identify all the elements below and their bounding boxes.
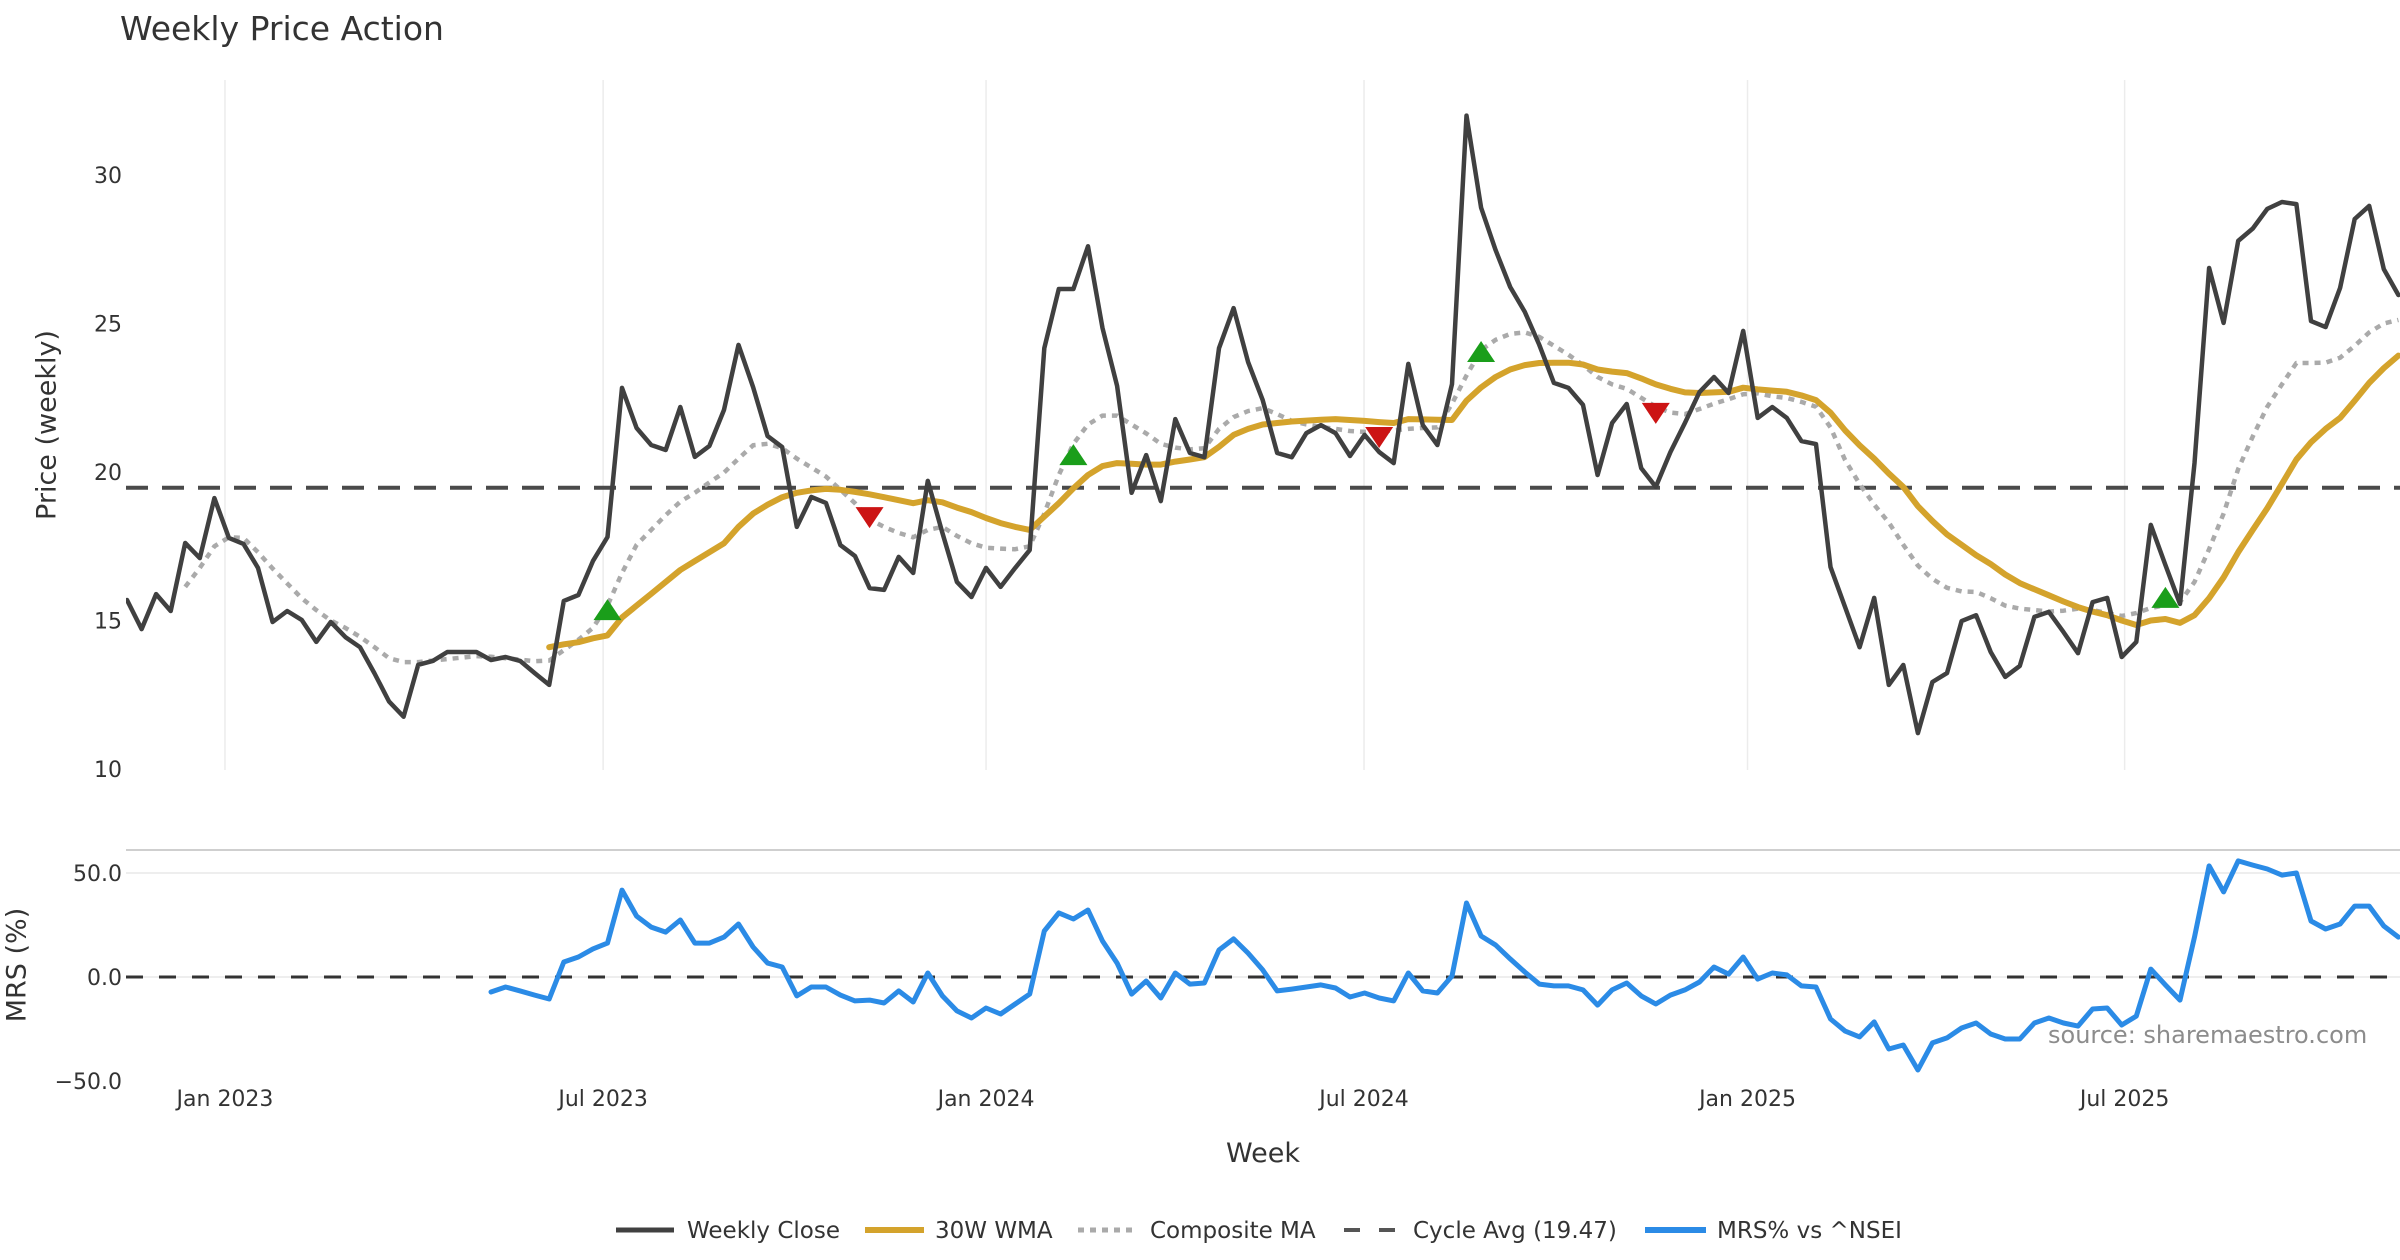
x-tick-label: Jan 2024 [936,1087,1035,1112]
buy-signal-marker [1467,341,1496,363]
legend-item-cycle-avg[interactable]: Cycle Avg (19.47) [1344,1218,1617,1244]
legend-label: 30W WMA [935,1218,1053,1244]
buy-signal-marker [1059,444,1088,466]
source-note: source: sharemaestro.com [2048,1021,2367,1049]
sell-signal-marker [1365,426,1394,448]
legend-item-weekly-close[interactable]: Weekly Close [616,1218,840,1244]
mrs-y-tick-label: −50.0 [55,1070,122,1095]
legend-label: MRS% vs ^NSEI [1717,1218,1902,1244]
chart-title: Weekly Price Action [120,9,444,48]
legend-item-30w-wma[interactable]: 30W WMA [865,1218,1053,1244]
sell-signal-marker [1641,402,1670,424]
composite-ma-line [183,317,2399,665]
mrs-y-axis: 50.0 0.0 −50.0 [55,862,122,1095]
x-tick-label: Jul 2025 [2078,1087,2170,1112]
x-tick-label: Jan 2023 [175,1087,274,1112]
mrs-axis-label: MRS (%) [2,908,33,1023]
weekly-close-line [126,113,2400,736]
sell-signal-marker [855,507,884,529]
price-y-axis: 10 15 20 25 30 [94,164,122,783]
x-tick-label: Jul 2024 [1317,1087,1409,1112]
price-y-tick-label: 25 [94,313,122,338]
price-axis-label: Price (weekly) [32,330,63,520]
series [126,113,2400,1073]
legend-label: Weekly Close [687,1218,840,1244]
grid [126,80,2400,978]
x-tick-label: Jan 2025 [1697,1087,1796,1112]
legend: Weekly Close 30W WMA Composite MA Cycle … [616,1218,1902,1244]
x-tick-label: Jul 2023 [556,1087,648,1112]
legend-item-mrs[interactable]: MRS% vs ^NSEI [1645,1218,1902,1244]
signal-markers [593,341,2180,621]
mrs-line [488,858,2400,1073]
buy-signal-marker [2151,586,2180,608]
legend-label: Cycle Avg (19.47) [1413,1218,1617,1244]
mrs-y-tick-label: 0.0 [87,966,122,991]
legend-item-composite-ma[interactable]: Composite MA [1078,1218,1316,1244]
x-axis-label: Week [1226,1138,1300,1169]
buy-signal-marker [593,599,622,621]
mrs-y-tick-label: 50.0 [73,862,122,887]
x-axis: Jan 2023 Jul 2023 Jan 2024 Jul 2024 Jan 2025… [175,1087,2170,1112]
price-y-tick-label: 20 [94,461,122,486]
price-y-tick-label: 30 [94,164,122,189]
price-y-tick-label: 10 [94,758,122,783]
legend-label: Composite MA [1150,1218,1316,1244]
price-y-tick-label: 15 [94,610,122,635]
